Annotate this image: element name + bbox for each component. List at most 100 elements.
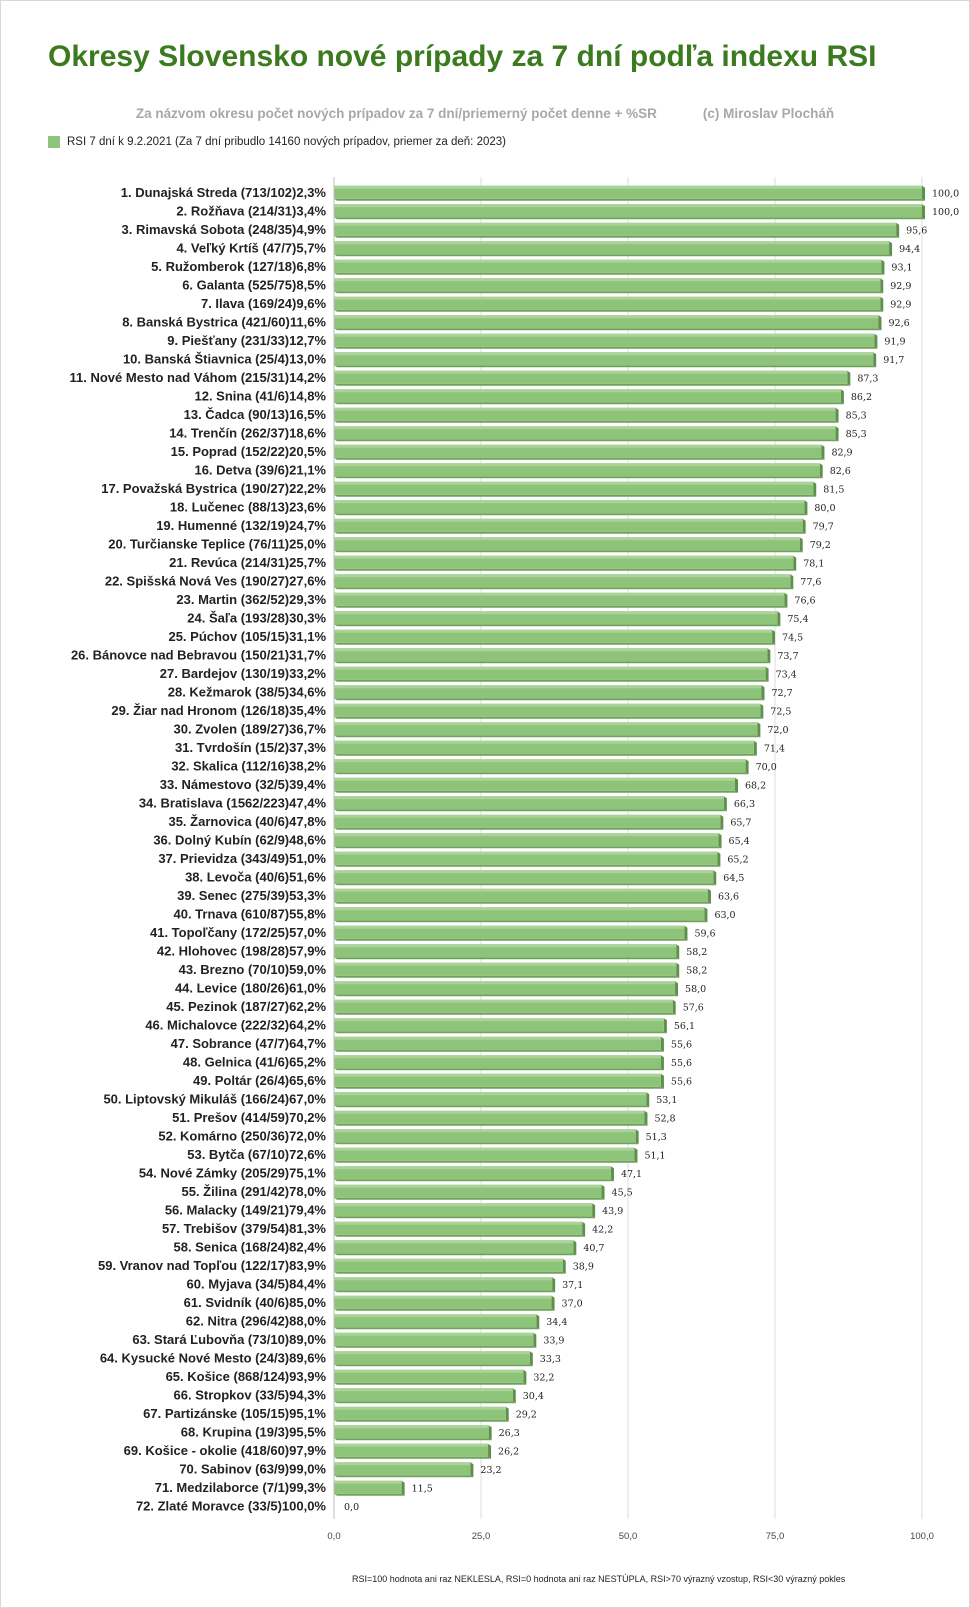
category-label: 33. Námestovo (32/5)39,4%	[160, 777, 327, 792]
value-label: 94,4	[899, 244, 920, 255]
bar-side	[562, 1258, 566, 1274]
bar-side	[799, 537, 803, 553]
bar-highlight	[334, 629, 773, 633]
bar	[334, 1092, 647, 1106]
bar	[334, 685, 762, 699]
bar-highlight	[334, 925, 685, 929]
value-label: 37,1	[562, 1280, 583, 1291]
bar-bottom	[334, 198, 925, 201]
bar-side	[723, 796, 727, 812]
bar	[334, 1184, 602, 1198]
bar	[334, 1203, 593, 1217]
value-label: 26,2	[498, 1446, 519, 1457]
category-label: 61. Svidník (40/6)85,0%	[184, 1295, 327, 1310]
bar-side	[610, 1166, 614, 1182]
bar	[334, 222, 897, 236]
category-label: 13. Čadca (90/13)16,5%	[184, 407, 327, 422]
bar-bottom	[334, 1123, 648, 1126]
bar	[334, 1351, 530, 1365]
bar-highlight	[334, 888, 708, 892]
bar-side	[533, 1332, 537, 1348]
chart-footnote: RSI=100 hodnota ani raz NEKLESLA, RSI=0 …	[352, 1574, 846, 1584]
bar-side	[840, 389, 844, 405]
bar-highlight	[334, 1462, 471, 1466]
category-label: 5. Ružomberok (127/18)6,8%	[151, 259, 326, 274]
value-label: 65,2	[727, 854, 748, 865]
bar-side	[713, 870, 717, 886]
category-label: 69. Košice - okolie (418/60)97,9%	[124, 1443, 327, 1458]
bar-bottom	[334, 1290, 556, 1293]
category-label: 37. Prievidza (343/49)51,0%	[158, 851, 326, 866]
bar-highlight	[334, 296, 881, 300]
bar-side	[767, 648, 771, 664]
bar-highlight	[334, 259, 882, 263]
bar-side	[761, 685, 765, 701]
bar-highlight	[334, 851, 718, 855]
bar	[334, 463, 820, 477]
bar-side	[784, 592, 788, 608]
bar	[334, 962, 677, 976]
category-label: 66. Stropkov (33/5)94,3%	[174, 1387, 327, 1402]
bar-highlight	[334, 1258, 563, 1262]
category-label: 50. Liptovský Mikuláš (166/24)67,0%	[103, 1091, 326, 1106]
bar	[334, 1166, 611, 1180]
bar-side	[660, 1036, 664, 1052]
value-label: 64,5	[723, 873, 744, 884]
value-label: 71,4	[764, 743, 785, 754]
bar-highlight	[334, 333, 875, 337]
bar-side	[592, 1203, 596, 1219]
bar	[334, 648, 768, 662]
bar-bottom	[334, 679, 769, 682]
value-label: 91,7	[883, 355, 904, 366]
category-label: 14. Trenčín (262/37)18,6%	[169, 425, 326, 440]
bar	[334, 241, 890, 255]
chart-title: Okresy Slovensko nové prípady za 7 dní p…	[48, 40, 877, 73]
bar-side	[512, 1388, 516, 1404]
bar-highlight	[334, 1110, 645, 1114]
bar-bottom	[334, 217, 925, 220]
bar	[334, 740, 754, 754]
bar-bottom	[334, 1475, 474, 1478]
value-label: 79,7	[813, 521, 834, 532]
bar-side	[672, 999, 676, 1015]
category-label: 63. Stará Ľubovňa (73/10)89,0%	[132, 1332, 326, 1347]
bar-side	[753, 740, 757, 756]
bar	[334, 352, 874, 366]
bar-side	[804, 500, 808, 516]
category-label: 30. Zvolen (189/27)36,7%	[174, 721, 327, 736]
bar-bottom	[334, 1086, 664, 1089]
bar-bottom	[334, 753, 757, 756]
legend-swatch	[48, 136, 60, 148]
bar-bottom	[334, 513, 808, 516]
bar-bottom	[334, 735, 761, 738]
bar-side	[777, 611, 781, 627]
bar	[334, 833, 719, 847]
value-label: 52,8	[654, 1113, 675, 1124]
category-label: 1. Dunajská Streda (713/102)2,3%	[121, 185, 327, 200]
category-label: 21. Revúca (214/31)25,7%	[169, 555, 326, 570]
value-label: 47,1	[621, 1169, 642, 1180]
bar-highlight	[334, 315, 879, 319]
bar-bottom	[334, 809, 727, 812]
category-label: 11. Nové Mesto nad Váhom (215/31)14,2%	[70, 370, 327, 385]
bar-bottom	[334, 439, 839, 442]
bar-side	[821, 444, 825, 460]
value-label: 59,6	[694, 928, 715, 939]
bar-bottom	[334, 994, 679, 997]
category-label: 44. Levice (180/26)61,0%	[175, 980, 326, 995]
bar-bottom	[334, 827, 724, 830]
bar-bottom	[334, 624, 781, 627]
category-label: 2. Rožňava (214/31)3,4%	[176, 203, 326, 218]
category-label: 3. Rimavská Sobota (248/35)4,9%	[122, 222, 327, 237]
bar-highlight	[334, 870, 714, 874]
value-label: 42,2	[592, 1224, 613, 1235]
bar	[334, 1277, 553, 1291]
value-label: 58,2	[686, 965, 707, 976]
bar-bottom	[334, 402, 844, 405]
category-label: 8. Banská Bystrica (421/60)11,6%	[122, 314, 326, 329]
bar	[334, 629, 773, 643]
value-label: 92,9	[890, 281, 911, 292]
value-label: 80,0	[814, 503, 835, 514]
value-label: 92,6	[888, 318, 909, 329]
bar	[334, 1036, 661, 1050]
